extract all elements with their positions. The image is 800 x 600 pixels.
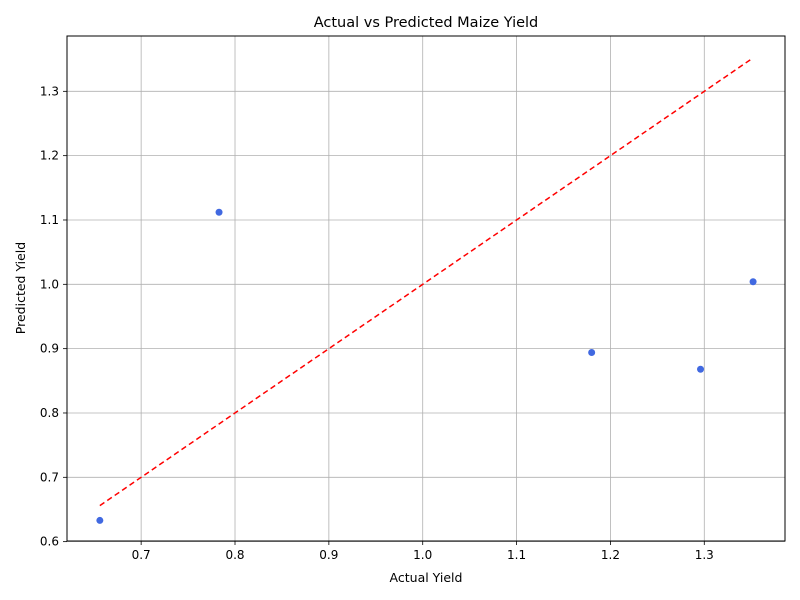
y-tick-label: 1.1 [40,213,59,227]
data-point [588,349,596,357]
y-axis-ticks: 0.6 0.7 0.8 0.9 1.0 1.1 1.2 1.3 [40,84,67,549]
reference-line [99,57,754,507]
grid [67,36,785,543]
x-tick-label: 0.7 [132,548,151,562]
y-tick-label: 1.0 [40,277,59,291]
x-tick-label: 1.1 [507,548,526,562]
x-tick-label: 1.0 [413,548,432,562]
y-tick-label: 1.3 [40,84,59,98]
y-tick-label: 1.2 [40,149,59,163]
data-points [96,208,757,524]
x-axis-ticks: 0.7 0.8 0.9 1.0 1.1 1.2 1.3 [132,541,714,562]
data-point [215,208,223,216]
chart-title: Actual vs Predicted Maize Yield [314,15,539,31]
plot-frame [66,35,786,542]
y-tick-label: 0.9 [40,342,59,356]
data-point [96,516,104,524]
x-tick-label: 1.3 [695,548,714,562]
y-tick-label: 0.8 [40,406,59,420]
y-tick-label: 0.7 [40,470,59,484]
data-point [749,278,757,286]
x-tick-label: 0.8 [225,548,244,562]
x-tick-label: 0.9 [319,548,338,562]
y-axis-label: Predicted Yield [13,242,28,334]
data-point [697,365,705,373]
x-tick-label: 1.2 [601,548,620,562]
y-tick-label: 0.6 [40,535,59,549]
x-axis-label: Actual Yield [390,570,463,585]
